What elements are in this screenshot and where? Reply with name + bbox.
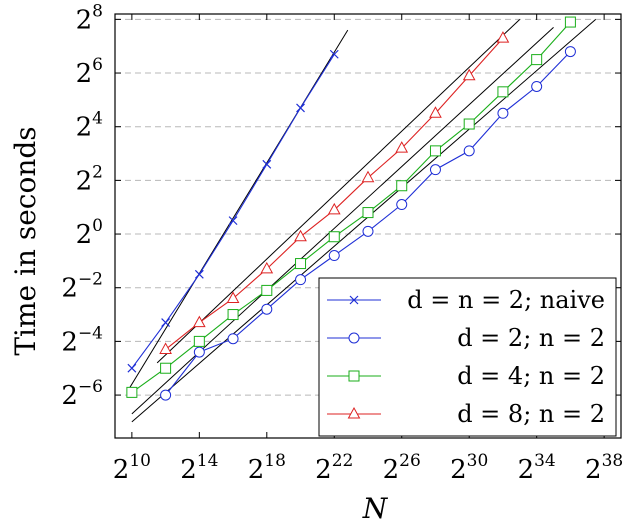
x-tick-label: 218 (248, 451, 286, 485)
marker-circle (160, 389, 172, 401)
x-tick-label: 214 (180, 451, 218, 485)
marker-x (349, 295, 359, 305)
marker-x (127, 363, 137, 373)
marker-triangle (192, 315, 206, 328)
x-tick-label: 230 (450, 451, 488, 485)
y-tick-label: 26 (76, 55, 103, 89)
legend-label: d = 2; n = 2 (457, 324, 605, 352)
legend: d = n = 2; naive d = 2; n = 2 d = 4; n = 2… (318, 277, 617, 437)
marker-square (160, 362, 172, 374)
marker-square (193, 335, 205, 347)
x-tick-label: 222 (315, 451, 353, 485)
marker-square (362, 207, 374, 219)
y-tick-label: 2−2 (61, 270, 103, 304)
x-tick-label: 238 (585, 451, 623, 485)
marker-circle (362, 225, 374, 237)
plot-frame (114, 13, 622, 439)
legend-label: d = n = 2; naive (407, 286, 605, 314)
marker-circle (396, 199, 408, 211)
marker-triangle (395, 141, 409, 153)
x-axis-label: N (362, 492, 389, 525)
marker-square (564, 16, 576, 28)
marker-triangle (159, 342, 172, 354)
marker-x (296, 103, 305, 113)
marker-circle (193, 346, 205, 358)
y-tick-label: 24 (76, 109, 103, 143)
marker-circle (463, 145, 475, 157)
marker-triangle (226, 291, 240, 303)
fit-line (128, 29, 349, 390)
x-tick-label: 226 (383, 451, 421, 485)
marker-triangle (496, 31, 510, 43)
marker-square (531, 54, 543, 66)
y-tick-label: 22 (76, 162, 103, 196)
marker-square (328, 231, 340, 243)
y-axis-label: Time in seconds (9, 126, 42, 355)
y-tick-label: 2−4 (61, 323, 103, 357)
marker-triangle (260, 261, 274, 274)
y-tick-label: 2−6 (61, 377, 103, 411)
marker-circle (227, 333, 239, 345)
marker-circle (328, 250, 340, 262)
marker-triangle (462, 68, 476, 81)
x-tick-label: 210 (113, 451, 151, 485)
fit-line (131, 18, 597, 423)
x-tick-label: 234 (518, 451, 556, 485)
marker-circle (531, 80, 543, 92)
marker-triangle (361, 170, 375, 183)
series-line (131, 21, 571, 393)
marker-triangle (347, 406, 361, 419)
marker-x (161, 318, 171, 328)
marker-circle (497, 107, 509, 119)
marker-square (227, 309, 239, 321)
marker-circle (564, 46, 576, 58)
marker-square (295, 258, 307, 270)
marker-triangle (294, 229, 307, 242)
marker-x (262, 159, 272, 169)
legend-label: d = 8; n = 2 (457, 400, 605, 428)
marker-x (228, 216, 238, 226)
marker-square (126, 386, 138, 398)
fit-line (156, 19, 521, 364)
marker-square (497, 86, 509, 98)
series-markers (126, 16, 576, 401)
marker-circle (429, 164, 441, 176)
marker-square (463, 118, 475, 130)
marker-triangle (327, 202, 341, 215)
y-tick-label: 28 (76, 1, 103, 35)
marker-square (396, 180, 408, 192)
marker-circle (261, 303, 273, 315)
legend-box (318, 277, 617, 437)
marker-x (194, 269, 204, 279)
marker-x (329, 49, 339, 59)
marker-triangle (429, 106, 442, 118)
marker-circle (348, 332, 360, 344)
marker-square (348, 370, 360, 382)
y-tick-label: 20 (76, 216, 103, 250)
tick-labels: 28 26 24 22 20 2−2 2−4 2−6 210 214 218 222 226 230 234… (61, 1, 623, 485)
legend-label: d = 4; n = 2 (457, 362, 605, 390)
marker-square (429, 145, 441, 157)
marker-circle (295, 274, 307, 286)
marker-square (261, 284, 273, 296)
